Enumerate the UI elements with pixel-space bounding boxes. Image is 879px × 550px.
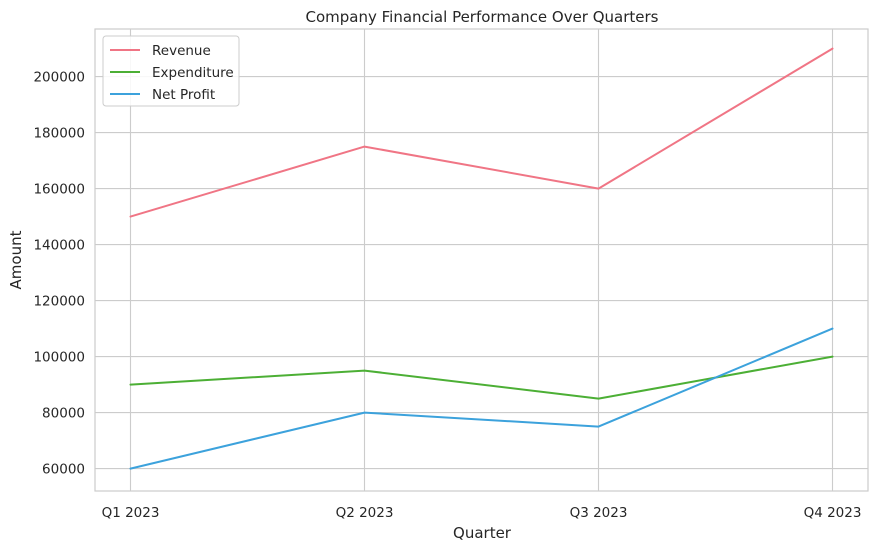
- y-tick-label: 60000: [42, 462, 85, 478]
- x-tick-label: Q1 2023: [102, 505, 160, 521]
- x-axis-label: Quarter: [453, 524, 512, 542]
- y-tick-label: 180000: [33, 126, 85, 142]
- x-tick-labels: Q1 2023 Q2 2023 Q3 2023 Q4 2023: [102, 505, 862, 521]
- y-tick-label: 120000: [33, 294, 85, 310]
- legend-label: Net Profit: [152, 87, 215, 103]
- legend-label: Expenditure: [152, 65, 234, 81]
- y-tick-label: 140000: [33, 238, 85, 254]
- series-line-net-profit: [129, 327, 834, 470]
- legend-label: Revenue: [152, 43, 211, 59]
- x-tick-label: Q4 2023: [804, 505, 862, 521]
- series-lines: [129, 47, 834, 470]
- series-line-revenue: [129, 47, 834, 218]
- y-tick-label: 160000: [33, 182, 85, 198]
- chart-title: Company Financial Performance Over Quart…: [305, 8, 658, 26]
- x-tick-label: Q2 2023: [336, 505, 394, 521]
- y-tick-label: 100000: [33, 350, 85, 366]
- y-tick-label: 200000: [33, 70, 85, 86]
- legend-box: [102, 35, 240, 107]
- y-axis-label: Amount: [7, 230, 25, 289]
- legend: Revenue Expenditure Net Profit: [102, 35, 240, 107]
- x-tick-label: Q3 2023: [570, 505, 628, 521]
- y-tick-label: 80000: [42, 406, 85, 422]
- y-tick-labels: 60000 80000 100000 120000 140000 160000 180000…: [33, 70, 85, 478]
